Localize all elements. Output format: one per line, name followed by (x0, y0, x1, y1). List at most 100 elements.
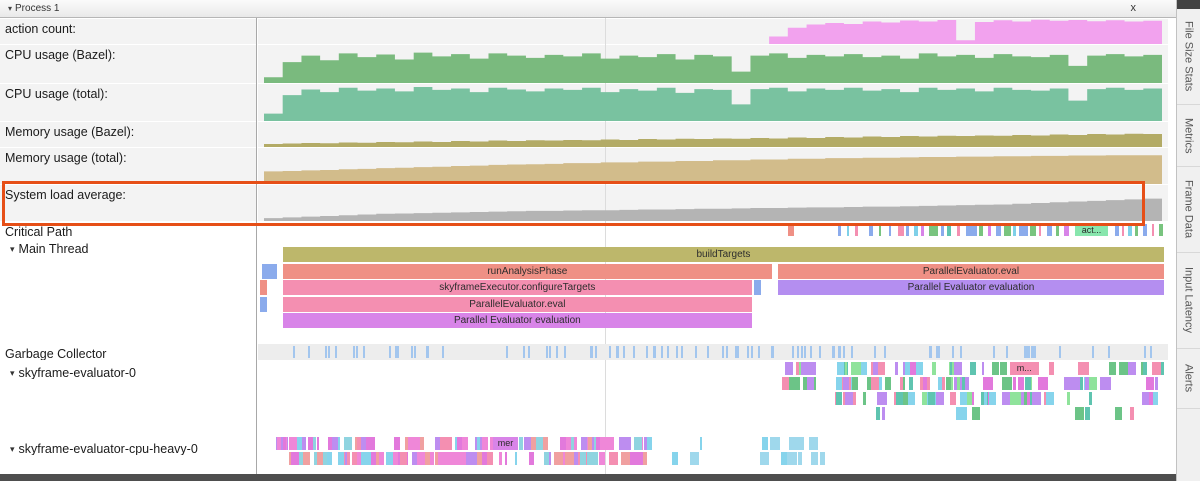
trace-slice[interactable] (1088, 392, 1093, 405)
gc-event-tick[interactable] (413, 346, 416, 358)
gc-event-tick[interactable] (425, 346, 428, 358)
trace-slice[interactable] (981, 362, 985, 375)
gc-event-tick[interactable] (395, 346, 398, 358)
trace-span[interactable]: Parallel Evaluator evaluation (777, 280, 1165, 295)
trace-slice[interactable] (1065, 377, 1076, 390)
trace-slice[interactable] (310, 437, 317, 450)
trace-slice[interactable] (909, 377, 914, 390)
trace-slice[interactable] (895, 392, 903, 405)
trace-slice[interactable] (1115, 407, 1122, 420)
critical-path-slice[interactable] (928, 224, 938, 236)
trace-span[interactable] (259, 280, 268, 295)
track-chart-mem-bazel[interactable] (258, 122, 1168, 147)
trace-slice[interactable] (567, 437, 576, 450)
trace-slice[interactable] (1027, 392, 1031, 405)
gc-event-tick[interactable] (721, 346, 724, 358)
trace-slice[interactable] (759, 452, 770, 465)
trace-slice[interactable] (564, 452, 574, 465)
trace-slice[interactable] (396, 437, 400, 450)
critical-path-chip[interactable]: act... (1075, 224, 1108, 236)
trace-span[interactable]: skyframeExecutor.configureTargets (282, 280, 753, 295)
gc-event-tick[interactable] (706, 346, 709, 358)
trace-slice[interactable] (780, 452, 789, 465)
gc-event-tick[interactable] (442, 346, 445, 358)
trace-slice[interactable] (417, 452, 428, 465)
trace-slice[interactable] (360, 452, 371, 465)
trace-slice[interactable] (842, 392, 846, 405)
trace-slice[interactable] (808, 437, 819, 450)
trace-slice[interactable] (528, 452, 534, 465)
gc-event-tick[interactable] (771, 346, 774, 358)
trace-slice[interactable] (553, 452, 563, 465)
trace-slice[interactable] (595, 437, 602, 450)
critical-path-slice[interactable] (1029, 224, 1037, 236)
critical-path-slice[interactable] (996, 224, 1001, 236)
trace-slice[interactable] (895, 362, 898, 375)
trace-slice[interactable] (850, 377, 853, 390)
trace-slice[interactable] (762, 437, 769, 450)
trace-slice[interactable] (293, 437, 304, 450)
gc-event-tick[interactable] (327, 346, 330, 358)
gc-event-tick[interactable] (1058, 346, 1061, 358)
trace-slice[interactable] (1088, 377, 1097, 390)
trace-slice[interactable] (535, 437, 545, 450)
trace-slice[interactable] (487, 452, 494, 465)
gc-event-tick[interactable] (929, 346, 932, 358)
critical-path-slice[interactable] (1004, 224, 1012, 236)
gc-event-tick[interactable] (675, 346, 678, 358)
track-label-action-count[interactable]: action count: (0, 19, 256, 44)
critical-path-slice[interactable] (888, 224, 892, 236)
trace-slice[interactable] (629, 452, 639, 465)
tab-file-size-stats[interactable]: File Size Stats (1177, 9, 1200, 105)
trace-slice[interactable] (437, 452, 449, 465)
trace-slice[interactable] (1049, 362, 1055, 375)
process-header[interactable]: ▾ Process 1 x (0, 0, 1176, 18)
close-icon[interactable]: x (1130, 2, 1137, 14)
trace-slice[interactable] (964, 377, 969, 390)
trace-slice[interactable] (353, 452, 363, 465)
tab-metrics[interactable]: Metrics (1177, 105, 1200, 167)
critical-path-slice[interactable] (846, 224, 850, 236)
gc-event-tick[interactable] (352, 346, 355, 358)
trace-slice[interactable] (314, 452, 318, 465)
trace-slice[interactable] (971, 407, 980, 420)
trace-slice[interactable] (941, 377, 945, 390)
trace-slice[interactable] (580, 437, 587, 450)
trace-slice[interactable] (302, 437, 306, 450)
trace-slice[interactable] (371, 452, 378, 465)
trace-slice[interactable] (476, 437, 481, 450)
gc-event-tick[interactable] (623, 346, 626, 358)
critical-path-slice[interactable] (1127, 224, 1132, 236)
trace-slice[interactable] (835, 392, 842, 405)
gc-event-tick[interactable] (960, 346, 963, 358)
trace-slice[interactable] (1038, 377, 1048, 390)
gc-event-tick[interactable] (307, 346, 310, 358)
trace-slice[interactable] (956, 377, 960, 390)
trace-span[interactable]: runAnalysisPhase (282, 263, 773, 279)
trace-span[interactable]: ParallelEvaluator.eval (777, 263, 1165, 279)
trace-slice[interactable] (699, 437, 703, 450)
trace-slice[interactable] (524, 437, 531, 450)
gc-event-tick[interactable] (595, 346, 598, 358)
trace-slice[interactable] (1066, 392, 1070, 405)
track-label-system-load[interactable]: System load average: (0, 185, 256, 221)
trace-slice[interactable] (1127, 362, 1136, 375)
gc-event-tick[interactable] (292, 346, 295, 358)
trace-slice[interactable] (644, 437, 648, 450)
trace-slice[interactable] (499, 452, 502, 465)
track-label-skyframe-evaluator-0[interactable]: ▾ skyframe-evaluator-0 (0, 363, 256, 379)
trace-slice[interactable] (672, 452, 678, 465)
track-chart-mem-total[interactable] (258, 148, 1168, 184)
trace-span[interactable] (259, 296, 268, 312)
trace-slice[interactable] (1018, 377, 1025, 390)
trace-span[interactable]: Parallel Evaluator evaluation (282, 313, 753, 328)
trace-slice[interactable] (989, 392, 996, 405)
trace-slice[interactable] (457, 452, 466, 465)
gc-event-tick[interactable] (1108, 346, 1111, 358)
trace-slice[interactable] (345, 452, 348, 465)
trace-slice[interactable] (899, 377, 904, 390)
trace-slice-chip[interactable]: mer (492, 437, 519, 450)
critical-path-slice[interactable] (1056, 224, 1059, 236)
collapse-triangle-icon[interactable]: ▾ (8, 4, 13, 13)
trace-slice[interactable] (1143, 362, 1147, 375)
